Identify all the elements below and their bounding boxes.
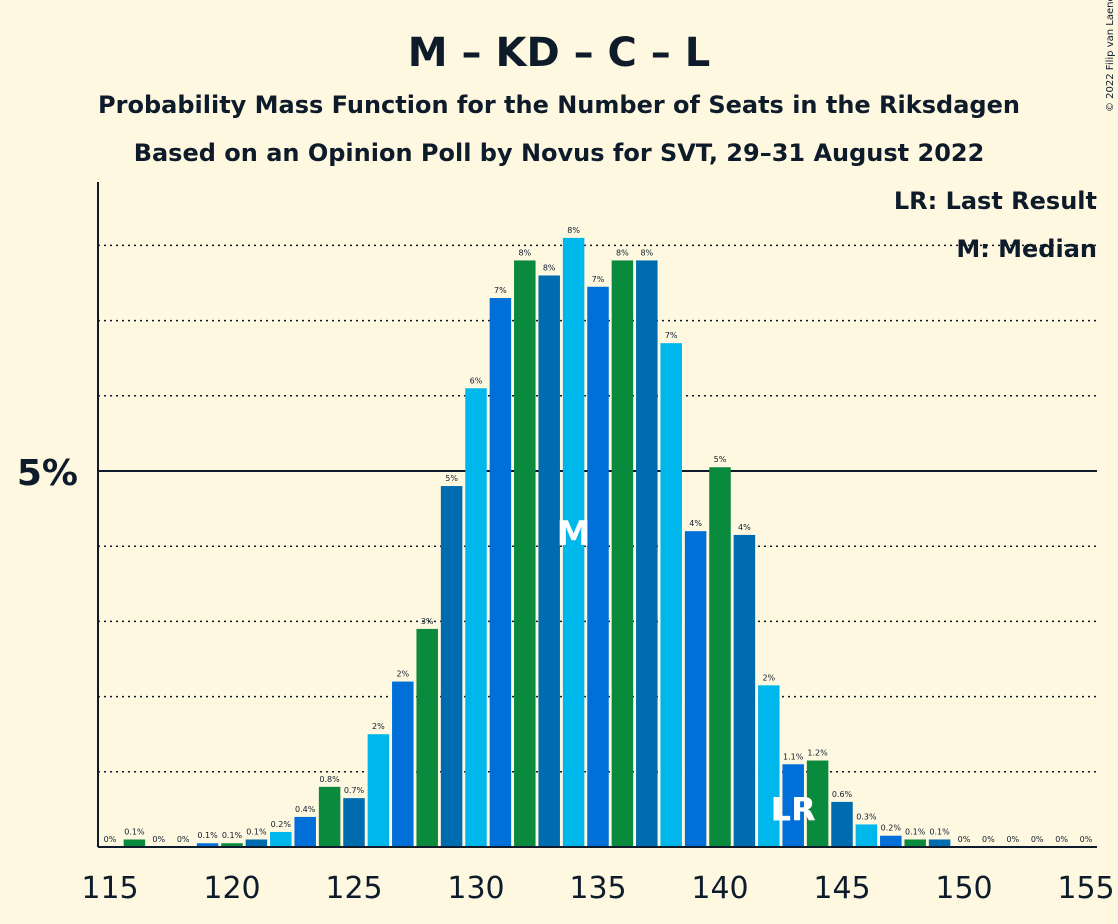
data-label-150: 0%	[958, 835, 971, 844]
x-tick-label-115: 115	[81, 871, 138, 906]
bar-119	[196, 843, 219, 847]
legend-median: M: Median	[956, 235, 1097, 263]
bar-140	[709, 467, 731, 847]
data-label-149: 0.1%	[929, 827, 950, 836]
data-label-121: 0.1%	[246, 827, 267, 836]
bar-131	[489, 298, 512, 847]
data-label-130: 6%	[470, 376, 483, 385]
data-label-148: 0.1%	[905, 827, 926, 836]
bar-127	[392, 681, 414, 847]
legend-last-result: LR: Last Result	[894, 187, 1097, 215]
bar-120	[221, 843, 243, 847]
data-label-146: 0.3%	[856, 812, 877, 821]
data-labels: 0%0.1%0% 0% 0.1% 0.1% 0.1%0.2%0.4%0.8%0.7%2%…	[104, 226, 1093, 844]
bar-148	[904, 839, 926, 847]
bar-141	[733, 534, 756, 847]
x-tick-label-140: 140	[691, 871, 748, 906]
data-label-123: 0.4%	[295, 805, 316, 814]
bar-124	[318, 786, 341, 847]
chart-subtitle-1: Probability Mass Function for the Number…	[98, 91, 1020, 119]
data-label-153: 0%	[1031, 835, 1044, 844]
bar-149	[928, 839, 951, 847]
data-label-145: 0.6%	[832, 790, 853, 799]
axes: 5% 115 120 125 130 135 140 145 150 155	[17, 182, 1115, 906]
bar-123	[294, 816, 316, 847]
bar-135	[587, 286, 609, 847]
bar-143	[782, 764, 804, 847]
data-label-142: 2%	[762, 673, 775, 682]
bar-130	[465, 388, 487, 847]
data-label-132: 8%	[518, 248, 531, 257]
data-label-138: 7%	[665, 331, 678, 340]
data-label-120: 0.1%	[222, 831, 243, 840]
bars	[123, 237, 951, 848]
data-label-125: 0.7%	[344, 786, 365, 795]
data-label-151: 0%	[982, 835, 995, 844]
x-tick-label-145: 145	[813, 871, 870, 906]
data-label-118: 0%	[177, 835, 190, 844]
data-label-141: 4%	[738, 523, 751, 532]
bar-134	[562, 237, 585, 847]
x-tick-label-135: 135	[569, 871, 626, 906]
data-label-137: 8%	[640, 248, 653, 257]
x-tick-label-125: 125	[325, 871, 382, 906]
bar-126	[367, 734, 390, 847]
bar-129	[440, 486, 463, 847]
chart-subtitle-2: Based on an Opinion Poll by Novus for SV…	[134, 139, 985, 167]
data-label-133: 8%	[543, 263, 556, 272]
data-label-147: 0.2%	[881, 824, 902, 833]
data-label-124: 0.8%	[319, 775, 340, 784]
x-tick-label-155: 155	[1057, 871, 1114, 906]
copyright-text: © 2022 Filip van Laenen	[1105, 0, 1116, 112]
data-label-134: 8%	[567, 226, 580, 235]
bar-122	[270, 831, 292, 847]
bar-138	[660, 343, 682, 847]
bar-147	[880, 835, 902, 847]
data-label-144: 1.2%	[807, 749, 828, 758]
data-label-152: 0%	[1006, 835, 1019, 844]
last-result-marker: LR	[771, 791, 816, 829]
data-label-122: 0.2%	[271, 820, 292, 829]
x-tick-label-130: 130	[447, 871, 504, 906]
data-label-143: 1.1%	[783, 752, 804, 761]
data-label-154: 0%	[1055, 835, 1068, 844]
data-label-115: 0%	[104, 835, 117, 844]
data-label-140: 5%	[714, 455, 727, 464]
median-marker: M	[557, 514, 591, 554]
bar-116	[123, 839, 146, 847]
data-label-117: 0%	[152, 835, 165, 844]
bar-144	[806, 760, 829, 847]
bar-139	[684, 531, 707, 847]
y-tick-label: 5%	[17, 453, 78, 494]
bar-137	[636, 260, 658, 847]
bar-146	[855, 824, 878, 847]
bar-132	[514, 260, 536, 847]
bar-133	[538, 275, 560, 848]
x-tick-label-120: 120	[203, 871, 260, 906]
data-label-127: 2%	[396, 670, 409, 679]
data-label-119: 0.1%	[197, 831, 218, 840]
chart-title: M – KD – C – L	[408, 30, 710, 76]
data-label-131: 7%	[494, 286, 507, 295]
data-label-116: 0.1%	[124, 827, 145, 836]
data-label-139: 4%	[689, 519, 702, 528]
data-label-126: 2%	[372, 722, 385, 731]
data-label-155: 0%	[1080, 835, 1093, 844]
bar-121	[245, 839, 268, 847]
x-tick-label-150: 150	[935, 871, 992, 906]
bar-125	[343, 798, 365, 847]
data-label-129: 5%	[445, 474, 458, 483]
bar-142	[758, 685, 780, 847]
bar-136	[611, 260, 634, 847]
bar-145	[831, 801, 853, 847]
data-label-128: 3%	[421, 617, 434, 626]
data-label-135: 7%	[592, 275, 605, 284]
data-label-136: 8%	[616, 248, 629, 257]
bar-128	[416, 628, 438, 847]
